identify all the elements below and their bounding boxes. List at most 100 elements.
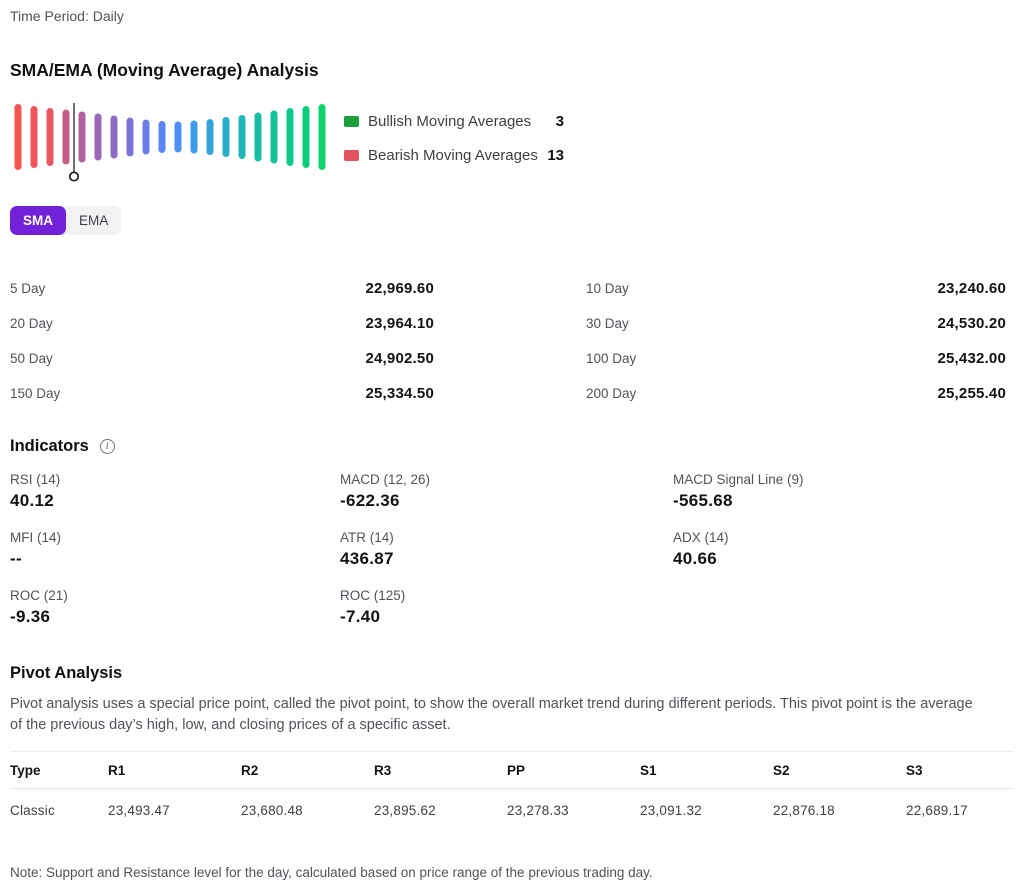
ma-row: 20 Day 23,964.10 30 Day 24,530.20 [10, 306, 1014, 341]
pivot-note: Note: Support and Resistance level for t… [10, 865, 653, 880]
gauge-bar [190, 120, 198, 154]
pivot-cell-s3: 22,689.17 [906, 803, 968, 818]
ma-value: 25,334.50 [365, 385, 434, 402]
ma-value: 25,432.00 [937, 350, 1006, 367]
legend-row-bearish: Bearish Moving Averages 13 [344, 147, 564, 164]
indicator-roc125: ROC (125) -7.40 [340, 587, 673, 627]
ma-label: 30 Day [586, 316, 629, 331]
ma-value: 24,902.50 [365, 350, 434, 367]
ma-cell-20day: 20 Day 23,964.10 [10, 315, 434, 332]
ma-gauge-row: Bullish Moving Averages 3 Bearish Moving… [10, 101, 1014, 187]
ma-cell-30day: 30 Day 24,530.20 [586, 315, 1006, 332]
indicator-roc21: ROC (21) -9.36 [10, 587, 340, 627]
pivot-header-s2: S2 [773, 751, 906, 789]
ma-row: 5 Day 22,969.60 10 Day 23,240.60 [10, 271, 1014, 306]
gauge-bar [158, 121, 166, 153]
gauge-bar [206, 119, 214, 155]
pivot-header-type: Type [10, 751, 108, 789]
ma-cell-200day: 200 Day 25,255.40 [586, 385, 1006, 402]
indicator-value: -- [10, 549, 22, 568]
indicator-adx: ADX (14) 40.66 [673, 529, 1014, 569]
gauge-bar [30, 106, 38, 168]
pivot-header-row: Type R1 R2 R3 PP S1 S2 S3 [10, 751, 1014, 789]
ma-label: 10 Day [586, 281, 629, 296]
gauge-bar [238, 115, 246, 159]
ma-row: 150 Day 25,334.50 200 Day 25,255.40 [10, 376, 1014, 411]
bullish-count: 3 [555, 113, 564, 130]
indicator-label: ADX (14) [673, 530, 729, 545]
time-period-label: Time Period: Daily [10, 8, 124, 24]
gauge-bar [286, 108, 294, 166]
sma-ema-toggle: SMA EMA [10, 206, 122, 235]
sma-section-title: SMA/EMA (Moving Average) Analysis [10, 60, 319, 80]
gauge-bar [302, 106, 310, 168]
indicator-mfi: MFI (14) -- [10, 529, 340, 569]
indicator-label: MACD Signal Line (9) [673, 472, 804, 487]
indicator-value: -7.40 [340, 607, 381, 626]
gauge-bar [318, 104, 326, 170]
ma-label: 200 Day [586, 386, 637, 401]
ma-value: 22,969.60 [365, 280, 434, 297]
indicator-label: RSI (14) [10, 472, 61, 487]
gauge-bar [110, 115, 118, 159]
gauge-bar [14, 104, 22, 170]
pivot-header-r1: R1 [108, 751, 241, 789]
indicator-label: MFI (14) [10, 530, 62, 545]
ma-cell-10day: 10 Day 23,240.60 [586, 280, 1006, 297]
pivot-cell-type: Classic [10, 803, 55, 818]
pivot-cell-s2: 22,876.18 [773, 803, 835, 818]
indicators-grid: RSI (14) 40.12 MACD (12, 26) -622.36 MAC… [10, 471, 1014, 627]
ma-sentiment-gauge [14, 103, 326, 182]
indicators-title: Indicators i [10, 437, 1014, 456]
indicator-value: 436.87 [340, 549, 394, 568]
ma-value: 23,964.10 [365, 315, 434, 332]
ma-cell-5day: 5 Day 22,969.60 [10, 280, 434, 297]
ma-label: 100 Day [586, 351, 637, 366]
moving-averages-table: 5 Day 22,969.60 10 Day 23,240.60 20 Day … [10, 271, 1014, 411]
legend-row-bullish: Bullish Moving Averages 3 [344, 113, 564, 130]
indicator-macd-signal: MACD Signal Line (9) -565.68 [673, 471, 1014, 511]
sma-toggle-button[interactable]: SMA [10, 206, 66, 235]
bearish-label: Bearish Moving Averages [368, 147, 538, 164]
indicator-empty [673, 587, 1014, 627]
bullish-label: Bullish Moving Averages [368, 113, 532, 130]
gauge-bar [222, 117, 230, 157]
indicator-label: ROC (21) [10, 588, 68, 603]
ma-value: 24,530.20 [937, 315, 1006, 332]
ma-value: 25,255.40 [937, 385, 1006, 402]
gauge-bar [94, 113, 102, 161]
pivot-cell-s1: 23,091.32 [640, 803, 702, 818]
ma-label: 50 Day [10, 351, 53, 366]
gauge-bar [62, 109, 70, 165]
gauge-bar [126, 117, 134, 157]
ma-cell-100day: 100 Day 25,432.00 [586, 350, 1006, 367]
ema-toggle-button[interactable]: EMA [66, 206, 121, 235]
pivot-data-row: Classic 23,493.47 23,680.48 23,895.62 23… [10, 789, 1014, 832]
indicator-rsi: RSI (14) 40.12 [10, 471, 340, 511]
gauge-bar [270, 110, 278, 164]
gauge-bar [46, 108, 54, 166]
indicator-label: MACD (12, 26) [340, 472, 431, 487]
indicator-value: -565.68 [673, 491, 733, 510]
gauge-bar [142, 119, 150, 155]
pivot-title: Pivot Analysis [10, 664, 123, 682]
gauge-marker-handle [68, 171, 80, 182]
pivot-header-r3: R3 [374, 751, 507, 789]
ma-label: 150 Day [10, 386, 61, 401]
ma-label: 20 Day [10, 316, 53, 331]
pivot-description: Pivot analysis uses a special price poin… [10, 696, 973, 733]
ma-row: 50 Day 24,902.50 100 Day 25,432.00 [10, 341, 1014, 376]
bullish-swatch [344, 116, 359, 127]
pivot-table: Type R1 R2 R3 PP S1 S2 S3 Classic 23,493… [10, 751, 1014, 831]
pivot-header-pp: PP [507, 751, 640, 789]
pivot-cell-r1: 23,493.47 [108, 803, 170, 818]
bearish-count: 13 [547, 147, 564, 164]
gauge-bar [174, 121, 182, 153]
info-icon[interactable]: i [99, 439, 115, 454]
pivot-header-s1: S1 [640, 751, 773, 789]
indicator-macd: MACD (12, 26) -622.36 [340, 471, 673, 511]
ma-gauge-legend: Bullish Moving Averages 3 Bearish Moving… [344, 101, 564, 181]
gauge-bar [254, 112, 262, 162]
ma-cell-150day: 150 Day 25,334.50 [10, 385, 434, 402]
ma-value: 23,240.60 [937, 280, 1006, 297]
